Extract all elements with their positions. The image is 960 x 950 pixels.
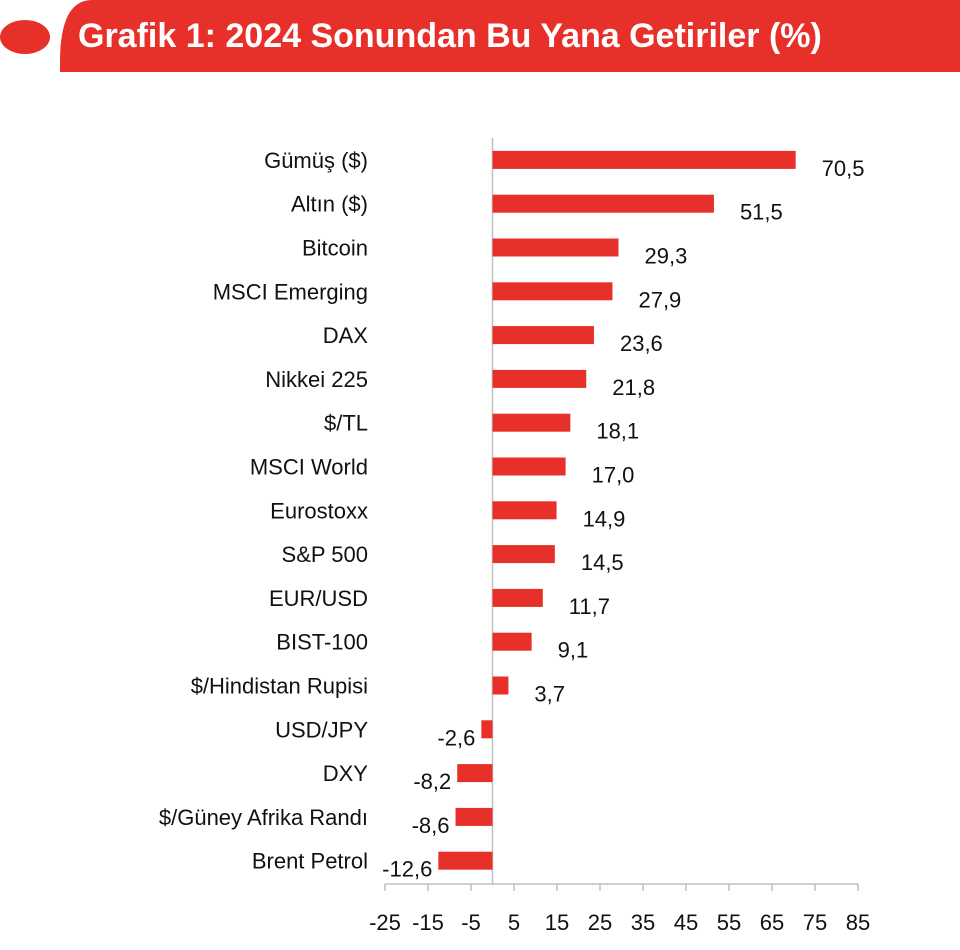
bar — [438, 851, 493, 870]
category-label: Nikkei 225 — [265, 367, 368, 392]
category-label: Bitcoin — [302, 236, 368, 261]
bar — [492, 194, 714, 213]
x-tick-label: 35 — [631, 910, 655, 935]
category-label: S&P 500 — [282, 542, 368, 567]
data-label: 14,9 — [583, 506, 626, 531]
category-label: $/Hindistan Rupisi — [191, 674, 368, 699]
data-label: 3,7 — [534, 682, 565, 707]
category-label: MSCI World — [250, 455, 368, 480]
chart-title: Grafik 1: 2024 Sonundan Bu Yana Getirile… — [78, 17, 822, 55]
bar — [492, 413, 571, 432]
x-tick-label: 25 — [588, 910, 612, 935]
data-label: -2,6 — [437, 725, 475, 750]
banner-shape — [60, 0, 960, 72]
bar — [492, 282, 613, 301]
bar — [455, 807, 493, 826]
data-label: 23,6 — [620, 331, 663, 356]
category-label: DXY — [323, 761, 369, 786]
bar — [457, 764, 493, 783]
x-tick-label: -25 — [369, 910, 401, 935]
data-label: 14,5 — [581, 550, 624, 575]
bar — [492, 676, 509, 695]
category-label: USD/JPY — [275, 717, 368, 742]
data-label: -8,6 — [412, 813, 450, 838]
bar — [492, 150, 796, 169]
data-label: 17,0 — [592, 463, 635, 488]
category-label: $/Güney Afrika Randı — [159, 805, 368, 830]
x-tick-label: 65 — [760, 910, 784, 935]
data-label: 70,5 — [822, 156, 865, 181]
bar — [492, 545, 555, 564]
data-label: 29,3 — [644, 244, 687, 269]
x-tick-label: -15 — [412, 910, 444, 935]
bar — [481, 720, 493, 739]
category-label: $/TL — [324, 411, 368, 436]
x-tick-label: 5 — [508, 910, 520, 935]
category-label: Altın ($) — [291, 192, 368, 217]
bar — [492, 326, 594, 345]
data-label: 18,1 — [596, 419, 639, 444]
category-label: MSCI Emerging — [213, 279, 368, 304]
title-banner — [0, 0, 960, 72]
category-label: Brent Petrol — [252, 849, 368, 874]
data-label: -8,2 — [413, 769, 451, 794]
bar — [492, 457, 566, 476]
x-tick-label: 55 — [717, 910, 741, 935]
x-tick-label: 15 — [545, 910, 569, 935]
category-label: Gümüş ($) — [264, 148, 368, 173]
category-label: Eurostoxx — [270, 498, 368, 523]
x-tick-label: -5 — [461, 910, 481, 935]
category-label: BIST-100 — [276, 630, 368, 655]
x-tick-label: 45 — [674, 910, 698, 935]
bar — [492, 501, 557, 520]
x-tick-label: 75 — [803, 910, 827, 935]
data-label: -12,6 — [382, 857, 432, 882]
x-tick-label: 85 — [846, 910, 870, 935]
bar — [492, 238, 619, 257]
bar — [492, 369, 587, 388]
data-label: 51,5 — [740, 200, 783, 225]
data-label: 21,8 — [612, 375, 655, 400]
data-label: 11,7 — [569, 594, 610, 619]
bar — [492, 588, 543, 607]
category-label: EUR/USD — [269, 586, 368, 611]
data-label: 27,9 — [638, 287, 681, 312]
category-label: DAX — [323, 323, 369, 348]
data-label: 9,1 — [558, 638, 589, 663]
bar — [492, 632, 532, 651]
bullet-dot-icon — [0, 20, 50, 54]
